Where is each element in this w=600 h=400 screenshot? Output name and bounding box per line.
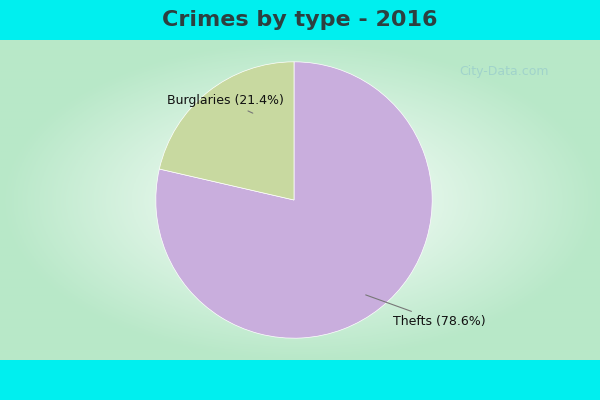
Text: City-Data.com: City-Data.com bbox=[459, 66, 549, 78]
Wedge shape bbox=[156, 62, 432, 338]
Wedge shape bbox=[160, 62, 294, 200]
Text: Crimes by type - 2016: Crimes by type - 2016 bbox=[162, 10, 438, 30]
Text: Burglaries (21.4%): Burglaries (21.4%) bbox=[167, 94, 284, 113]
Text: Thefts (78.6%): Thefts (78.6%) bbox=[366, 295, 486, 328]
